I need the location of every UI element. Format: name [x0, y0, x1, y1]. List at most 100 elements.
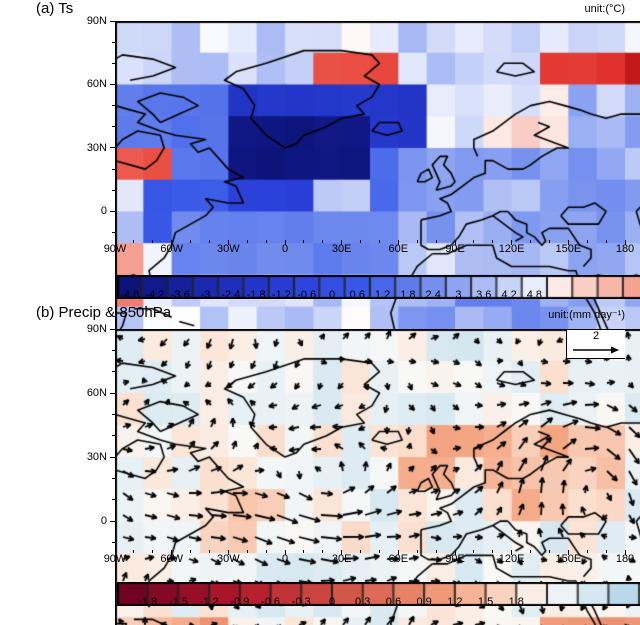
lon-tick-label: 90W — [103, 553, 127, 565]
lon-minor-tick — [605, 550, 607, 553]
lon-minor-tick — [360, 550, 362, 553]
colorbar-tick-label: 1.2 — [447, 596, 463, 608]
lon-minor-tick — [548, 550, 550, 553]
colorbar-tick-label: 0 — [328, 289, 336, 301]
colorbar-tick-label: -1.2 — [271, 289, 291, 301]
lon-major-tick — [511, 550, 513, 555]
lon-major-tick — [284, 550, 286, 555]
lat-tick-label: 30N — [86, 141, 107, 154]
lat-major-tick — [110, 83, 115, 85]
lat-minor-tick — [112, 232, 115, 234]
panel-a-title: (a) Ts — [36, 0, 74, 17]
lon-major-tick — [114, 240, 116, 245]
lon-tick-label: 120E — [498, 243, 525, 255]
lon-minor-tick — [492, 550, 494, 553]
lon-major-tick — [171, 240, 173, 245]
colorbar-tick-label: -0.9 — [230, 596, 250, 608]
lon-minor-tick — [265, 550, 267, 553]
colorbar-tick-label: 2.4 — [425, 289, 441, 301]
lon-minor-tick — [246, 240, 248, 243]
lon-major-tick — [454, 550, 456, 555]
lon-major-tick — [227, 550, 229, 555]
lon-major-tick — [511, 240, 513, 245]
panel-b-title: (b) Precip & 850hPa — [36, 304, 172, 321]
reference-arrow-icon — [573, 346, 619, 354]
lat-major-tick — [110, 456, 115, 458]
lon-tick-label: 150E — [555, 553, 582, 565]
lon-minor-tick — [378, 550, 380, 553]
colorbar-tick-label: -1.8 — [138, 596, 158, 608]
colorbar-tick-label: -2.4 — [221, 289, 241, 301]
lon-major-tick — [624, 240, 626, 245]
lat-major-tick — [110, 520, 115, 522]
lon-major-tick — [397, 240, 399, 245]
colorbar-tick-label: 0.3 — [355, 596, 371, 608]
lon-minor-tick — [246, 550, 248, 553]
lon-minor-tick — [473, 240, 475, 243]
lon-minor-tick — [530, 550, 532, 553]
lat-tick-label: 30N — [86, 451, 107, 464]
lat-tick-label: 0 — [100, 205, 107, 218]
lon-major-tick — [227, 240, 229, 245]
colorbar-tick-label: 4.2 — [501, 289, 517, 301]
lon-major-tick — [171, 550, 173, 555]
lat-minor-tick — [112, 542, 115, 544]
colorbar-tick-label: 3 — [455, 289, 462, 301]
lat-major-tick — [110, 210, 115, 212]
lon-minor-tick — [322, 550, 324, 553]
lon-major-tick — [624, 550, 626, 555]
colorbar-tick-label: -4.8 — [120, 289, 140, 301]
lon-tick-label: 120E — [498, 553, 525, 565]
lon-tick-label: 0 — [281, 553, 289, 565]
colorbar-tick-label: -1.8 — [246, 289, 266, 301]
lon-minor-tick — [133, 550, 135, 553]
lon-minor-tick — [435, 240, 437, 243]
colorbar-tick-label: 0.6 — [385, 596, 402, 608]
lon-tick-label: 90E — [445, 243, 465, 255]
reference-vector-box: 2 — [566, 330, 625, 359]
lon-minor-tick — [360, 240, 362, 243]
lat-minor-tick — [112, 499, 115, 501]
panel-b-map-canvas — [115, 329, 640, 625]
lon-tick-label: 60E — [388, 553, 409, 565]
lon-major-tick — [341, 240, 343, 245]
lat-minor-tick — [112, 189, 115, 191]
panel-b-colorbar — [117, 582, 640, 606]
lon-minor-tick — [190, 240, 192, 243]
lat-tick-label: 60N — [86, 387, 107, 400]
colorbar-tick-label: -1.5 — [168, 596, 188, 608]
colorbar-tick-label: -0.6 — [297, 289, 317, 301]
colorbar-tick-label: 1.8 — [400, 289, 416, 301]
lat-minor-tick — [112, 413, 115, 415]
lat-major-tick — [110, 392, 115, 394]
lon-tick-label: 60E — [388, 243, 409, 255]
lon-minor-tick — [586, 240, 588, 243]
colorbar-tick-label: -3.6 — [170, 289, 190, 301]
lon-minor-tick — [208, 550, 210, 553]
lon-major-tick — [341, 550, 343, 555]
colorbar-tick-label: -1.2 — [199, 596, 219, 608]
lat-minor-tick — [112, 435, 115, 437]
colorbar-tick-label: 0 — [328, 596, 336, 608]
lat-major-tick — [110, 20, 115, 22]
lon-minor-tick — [492, 240, 494, 243]
lon-minor-tick — [416, 240, 418, 243]
lon-minor-tick — [548, 240, 550, 243]
lon-minor-tick — [152, 240, 154, 243]
lon-minor-tick — [416, 550, 418, 553]
lon-tick-label: 150E — [555, 243, 582, 255]
lat-minor-tick — [112, 126, 115, 128]
lon-minor-tick — [152, 550, 154, 553]
colorbar-tick-label: -0.6 — [261, 596, 281, 608]
lon-tick-label: 30E — [331, 243, 352, 255]
lat-minor-tick — [112, 41, 115, 43]
lon-minor-tick — [303, 240, 305, 243]
panel-a-colorbar — [117, 275, 640, 299]
lon-minor-tick — [303, 550, 305, 553]
colorbar-tick-label: 1.8 — [508, 596, 524, 608]
lon-minor-tick — [133, 240, 135, 243]
lat-tick-label: 90N — [86, 15, 107, 27]
lon-minor-tick — [265, 240, 267, 243]
lon-major-tick — [397, 550, 399, 555]
colorbar-tick-label: 1.2 — [374, 289, 391, 301]
